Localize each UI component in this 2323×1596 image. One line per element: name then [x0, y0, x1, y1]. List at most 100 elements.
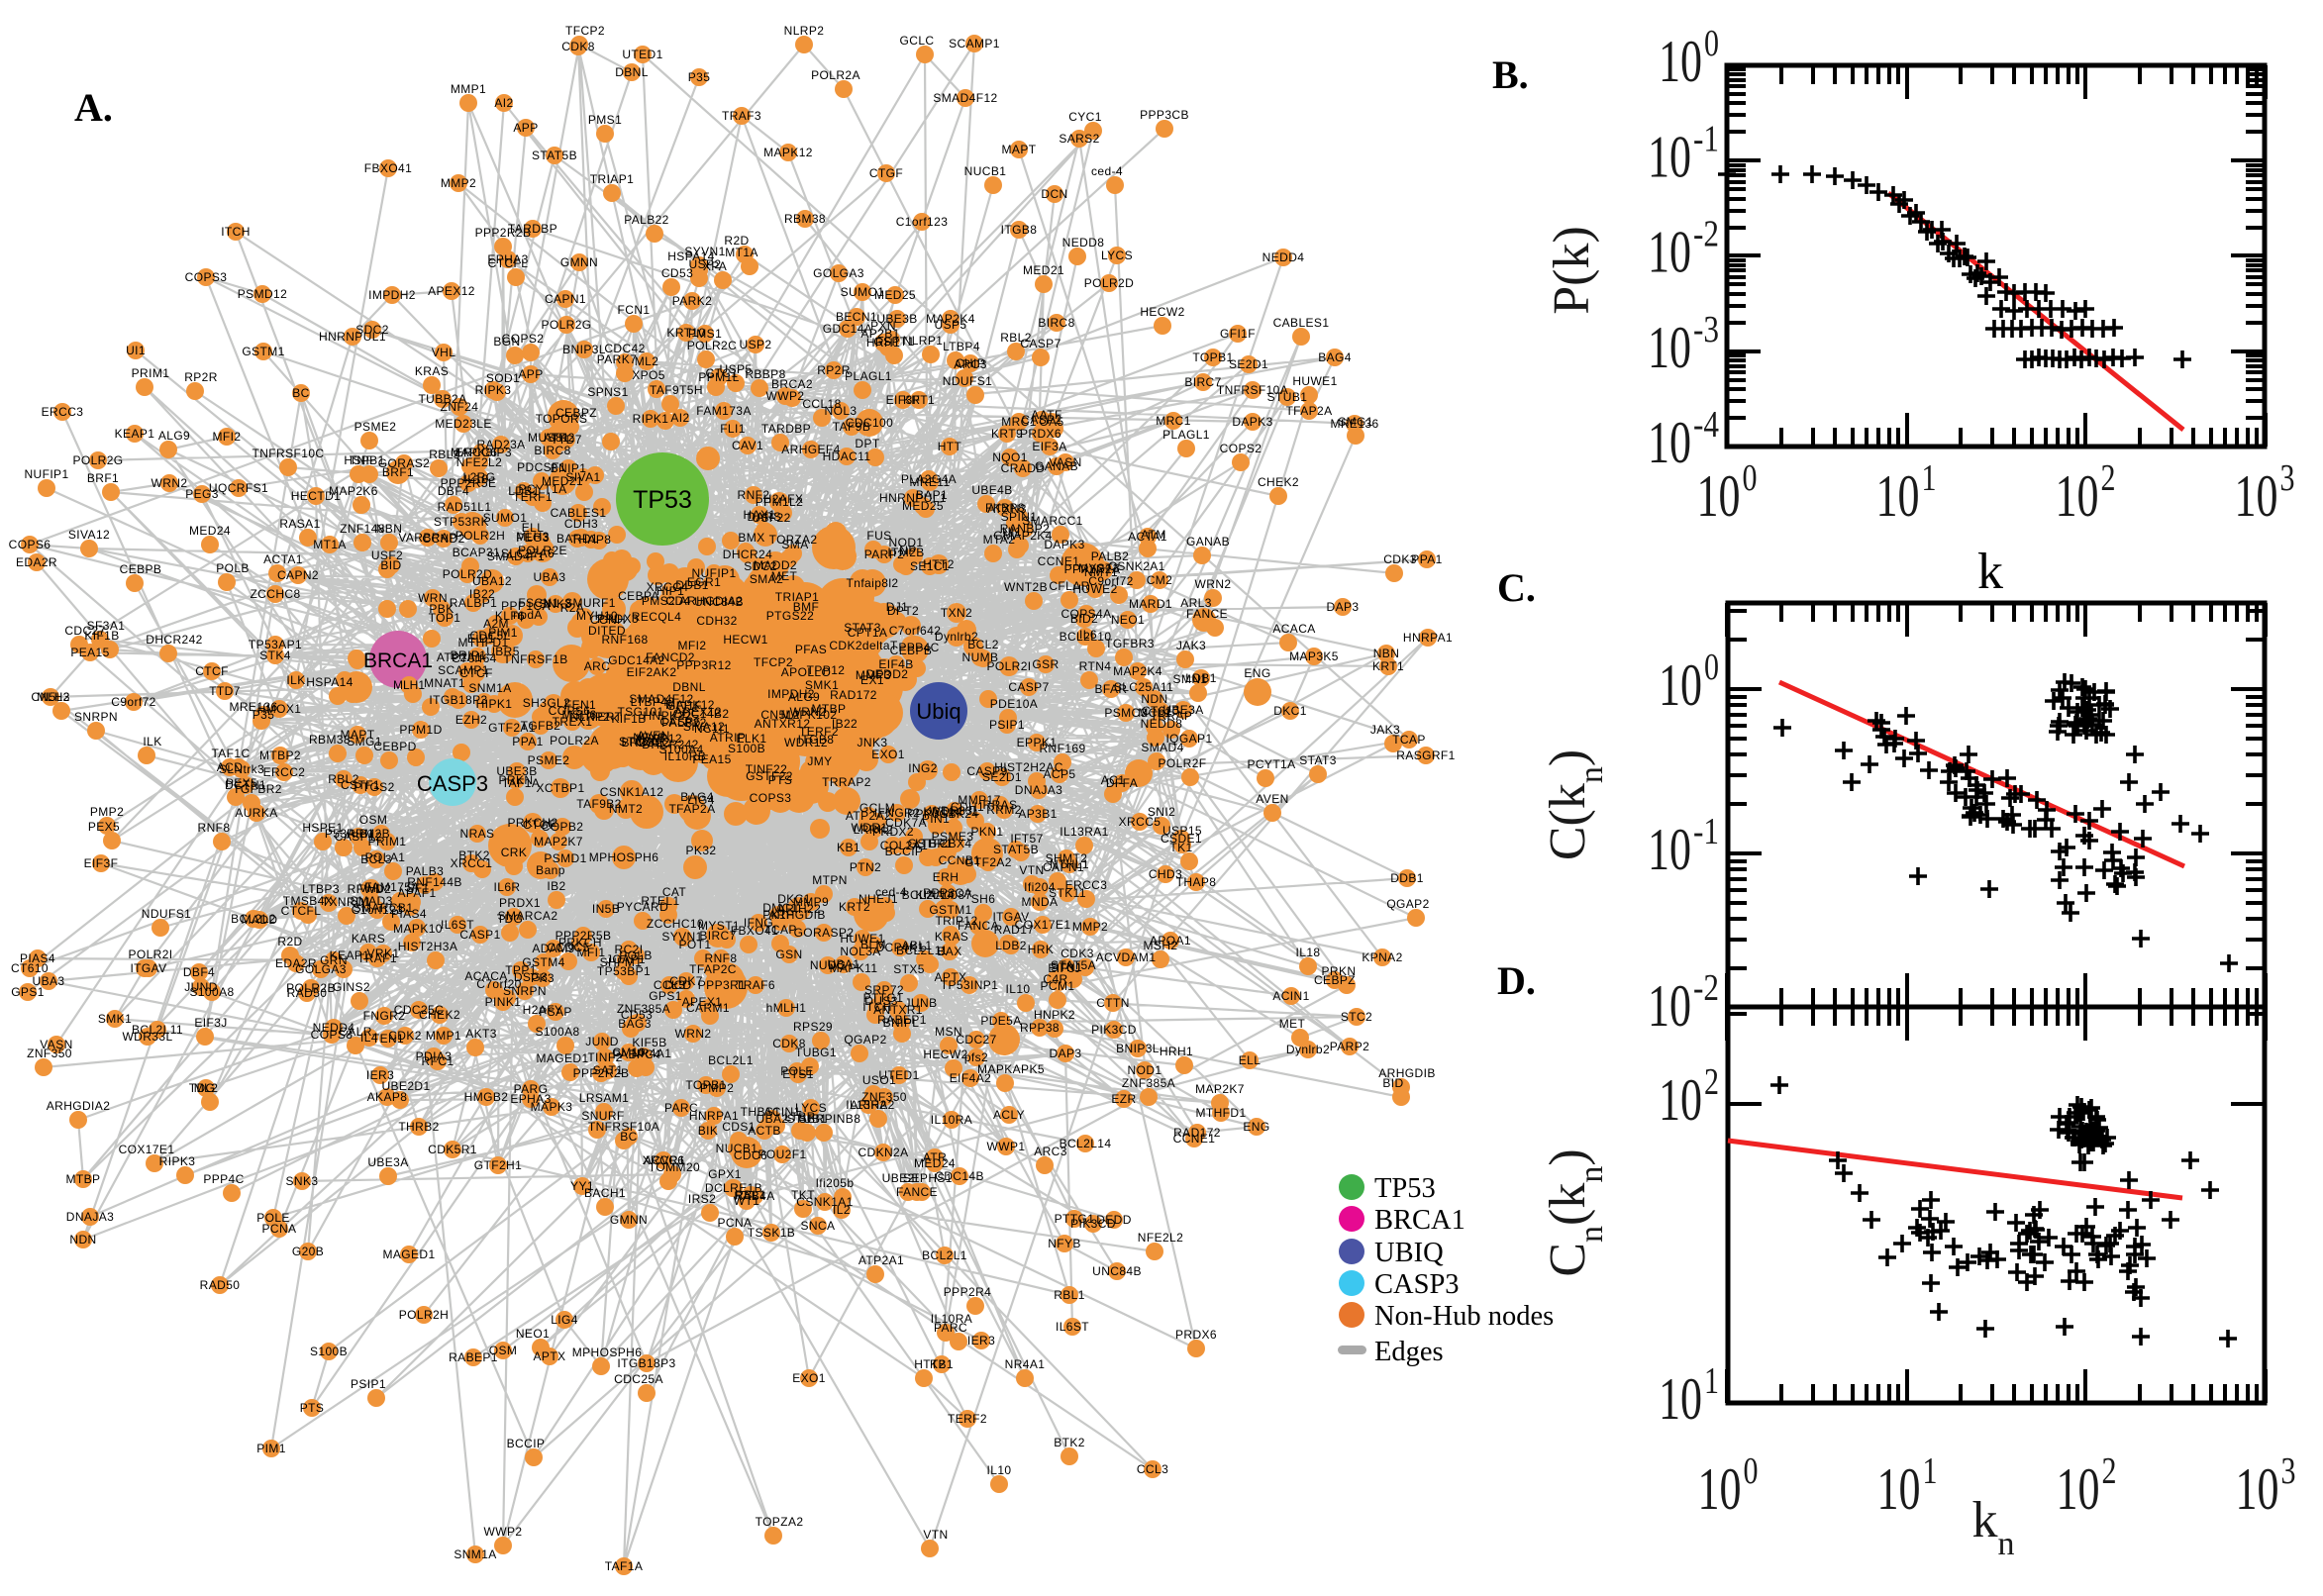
svg-text:UBE3A: UBE3A: [1162, 703, 1203, 717]
svg-text:BCL2L14: BCL2L14: [902, 888, 955, 902]
svg-text:PKN1: PKN1: [971, 825, 1004, 839]
svg-text:S100A8: S100A8: [535, 1025, 579, 1039]
svg-text:UBA3: UBA3: [33, 974, 65, 988]
svg-text:PTTG1: PTTG1: [863, 991, 904, 1005]
svg-text:RAD172: RAD172: [1173, 1126, 1221, 1140]
svg-text:CRK: CRK: [501, 846, 528, 859]
svg-text:IB2: IB2: [547, 879, 565, 893]
svg-text:PRDX1: PRDX1: [499, 896, 541, 910]
svg-text:BCL2L2: BCL2L2: [231, 912, 276, 926]
svg-text:GPX1: GPX1: [708, 1167, 742, 1181]
svg-text:SDC2: SDC2: [355, 323, 389, 337]
svg-text:UTED1: UTED1: [878, 1068, 919, 1082]
svg-text:XRCC5: XRCC5: [1119, 815, 1162, 829]
svg-text:DITED: DITED: [588, 624, 626, 638]
svg-text:NDN: NDN: [69, 1233, 96, 1247]
svg-text:GSR: GSR: [1032, 657, 1059, 671]
svg-text:USP2: USP2: [740, 338, 772, 351]
svg-text:10: 10: [1697, 463, 1741, 529]
svg-text:BCL2L1: BCL2L1: [922, 1248, 967, 1262]
svg-text:PPP3R12: PPP3R12: [676, 658, 732, 672]
svg-text:ENG: ENG: [1244, 666, 1270, 680]
svg-text:OSM: OSM: [359, 813, 388, 827]
svg-text:ATP2A1: ATP2A1: [858, 1253, 904, 1267]
svg-text:CAPN1: CAPN1: [1043, 860, 1084, 874]
svg-text:RNF169: RNF169: [1039, 742, 1085, 755]
svg-text:RAD172: RAD172: [830, 688, 877, 702]
svg-text:ced-4: ced-4: [1091, 164, 1123, 178]
svg-text:CCL3: CCL3: [654, 978, 685, 992]
svg-text:EIF4A2: EIF4A2: [950, 1071, 991, 1085]
svg-text:PPP3CB: PPP3CB: [1140, 108, 1189, 122]
svg-text:HECW2: HECW2: [923, 1047, 967, 1061]
svg-text:PMS1: PMS1: [688, 327, 722, 341]
svg-text:PARP2: PARP2: [1330, 1040, 1369, 1053]
svg-text:TP53: TP53: [633, 486, 692, 514]
svg-text:EXO1: EXO1: [871, 748, 905, 761]
svg-text:NOD1: NOD1: [889, 536, 924, 549]
svg-text:XPO5: XPO5: [632, 368, 665, 382]
svg-text:STP53RK: STP53RK: [434, 515, 489, 529]
svg-text:ZNF385A: ZNF385A: [617, 1002, 670, 1016]
svg-text:MTPN: MTPN: [812, 873, 848, 887]
svg-text:BID2: BID2: [1070, 612, 1098, 626]
svg-text:POLR2D: POLR2D: [1084, 276, 1134, 290]
svg-text:TRIAP1: TRIAP1: [590, 172, 634, 186]
svg-text:LTBP3: LTBP3: [302, 882, 340, 896]
svg-text:NBN: NBN: [1373, 647, 1400, 660]
svg-text:THRB2: THRB2: [398, 1120, 439, 1134]
svg-text:HECW2: HECW2: [1140, 305, 1184, 319]
svg-text:ACACA: ACACA: [1272, 622, 1315, 636]
svg-text:IQGAP1: IQGAP1: [1165, 732, 1212, 746]
svg-text:ITCH: ITCH: [221, 225, 251, 239]
svg-text:PRDX6: PRDX6: [1175, 1328, 1217, 1342]
svg-text:CEBPA: CEBPA: [618, 589, 659, 603]
svg-text:NDUFS1: NDUFS1: [142, 907, 191, 921]
svg-text:HRH1: HRH1: [1160, 1045, 1193, 1058]
svg-text:RBL1: RBL1: [1054, 1288, 1085, 1302]
svg-text:TAF9B: TAF9B: [833, 420, 870, 434]
svg-text:HECW1: HECW1: [723, 633, 767, 647]
svg-text:EXO1: EXO1: [792, 1371, 826, 1385]
svg-text:SH6: SH6: [971, 892, 996, 906]
svg-text:HUWE1: HUWE1: [1292, 374, 1337, 388]
svg-text:TOPB1: TOPB1: [1192, 350, 1233, 364]
svg-text:1: 1: [1922, 457, 1937, 499]
svg-text:HTT2: HTT2: [914, 1357, 946, 1371]
svg-text:IL6ST: IL6ST: [1056, 1320, 1089, 1334]
svg-text:HNRPA1: HNRPA1: [1403, 631, 1453, 645]
svg-text:EZH2: EZH2: [455, 713, 487, 727]
svg-text:10: 10: [1659, 29, 1702, 94]
svg-text:PSME2: PSME2: [528, 753, 570, 767]
svg-text:TRAF3: TRAF3: [722, 109, 761, 123]
svg-text:DPT: DPT: [855, 437, 879, 450]
svg-text:PTS: PTS: [300, 1401, 325, 1415]
svg-text:PLAGL1: PLAGL1: [1162, 428, 1210, 442]
svg-text:SUMO1: SUMO1: [483, 511, 528, 525]
svg-text:DHCR242: DHCR242: [146, 633, 203, 647]
svg-text:0: 0: [1743, 457, 1758, 499]
svg-text:MT1A: MT1A: [313, 538, 347, 551]
svg-text:MARD1: MARD1: [1129, 597, 1172, 611]
svg-text:ATP2A1: ATP2A1: [437, 650, 482, 664]
svg-text:TCAP: TCAP: [763, 923, 797, 937]
svg-text:IL18: IL18: [1296, 946, 1321, 959]
svg-text:WWP1: WWP1: [987, 1140, 1026, 1153]
svg-text:WRN2: WRN2: [152, 476, 188, 490]
svg-text:DBF4: DBF4: [438, 484, 469, 498]
svg-text:COPS3: COPS3: [185, 270, 228, 284]
svg-text:TNFRSF1B: TNFRSF1B: [503, 652, 567, 666]
svg-text:2: 2: [1704, 1061, 1719, 1103]
svg-text:TARDBP: TARDBP: [508, 222, 557, 236]
svg-text:10: 10: [2057, 1456, 2100, 1522]
svg-text:S100B: S100B: [728, 742, 765, 755]
svg-text:PEX5: PEX5: [226, 776, 257, 790]
svg-text:KIF1B: KIF1B: [611, 712, 646, 726]
svg-text:RPS29: RPS29: [793, 1020, 833, 1034]
svg-text:BRCA1: BRCA1: [1374, 1205, 1465, 1236]
svg-text:RIPK3: RIPK3: [475, 383, 512, 397]
svg-text:ITGAV: ITGAV: [992, 910, 1029, 924]
svg-text:STAT3: STAT3: [1299, 753, 1337, 767]
svg-text:GMNN: GMNN: [610, 1213, 648, 1227]
svg-text:HNRNPUL1: HNRNPUL1: [879, 491, 947, 505]
